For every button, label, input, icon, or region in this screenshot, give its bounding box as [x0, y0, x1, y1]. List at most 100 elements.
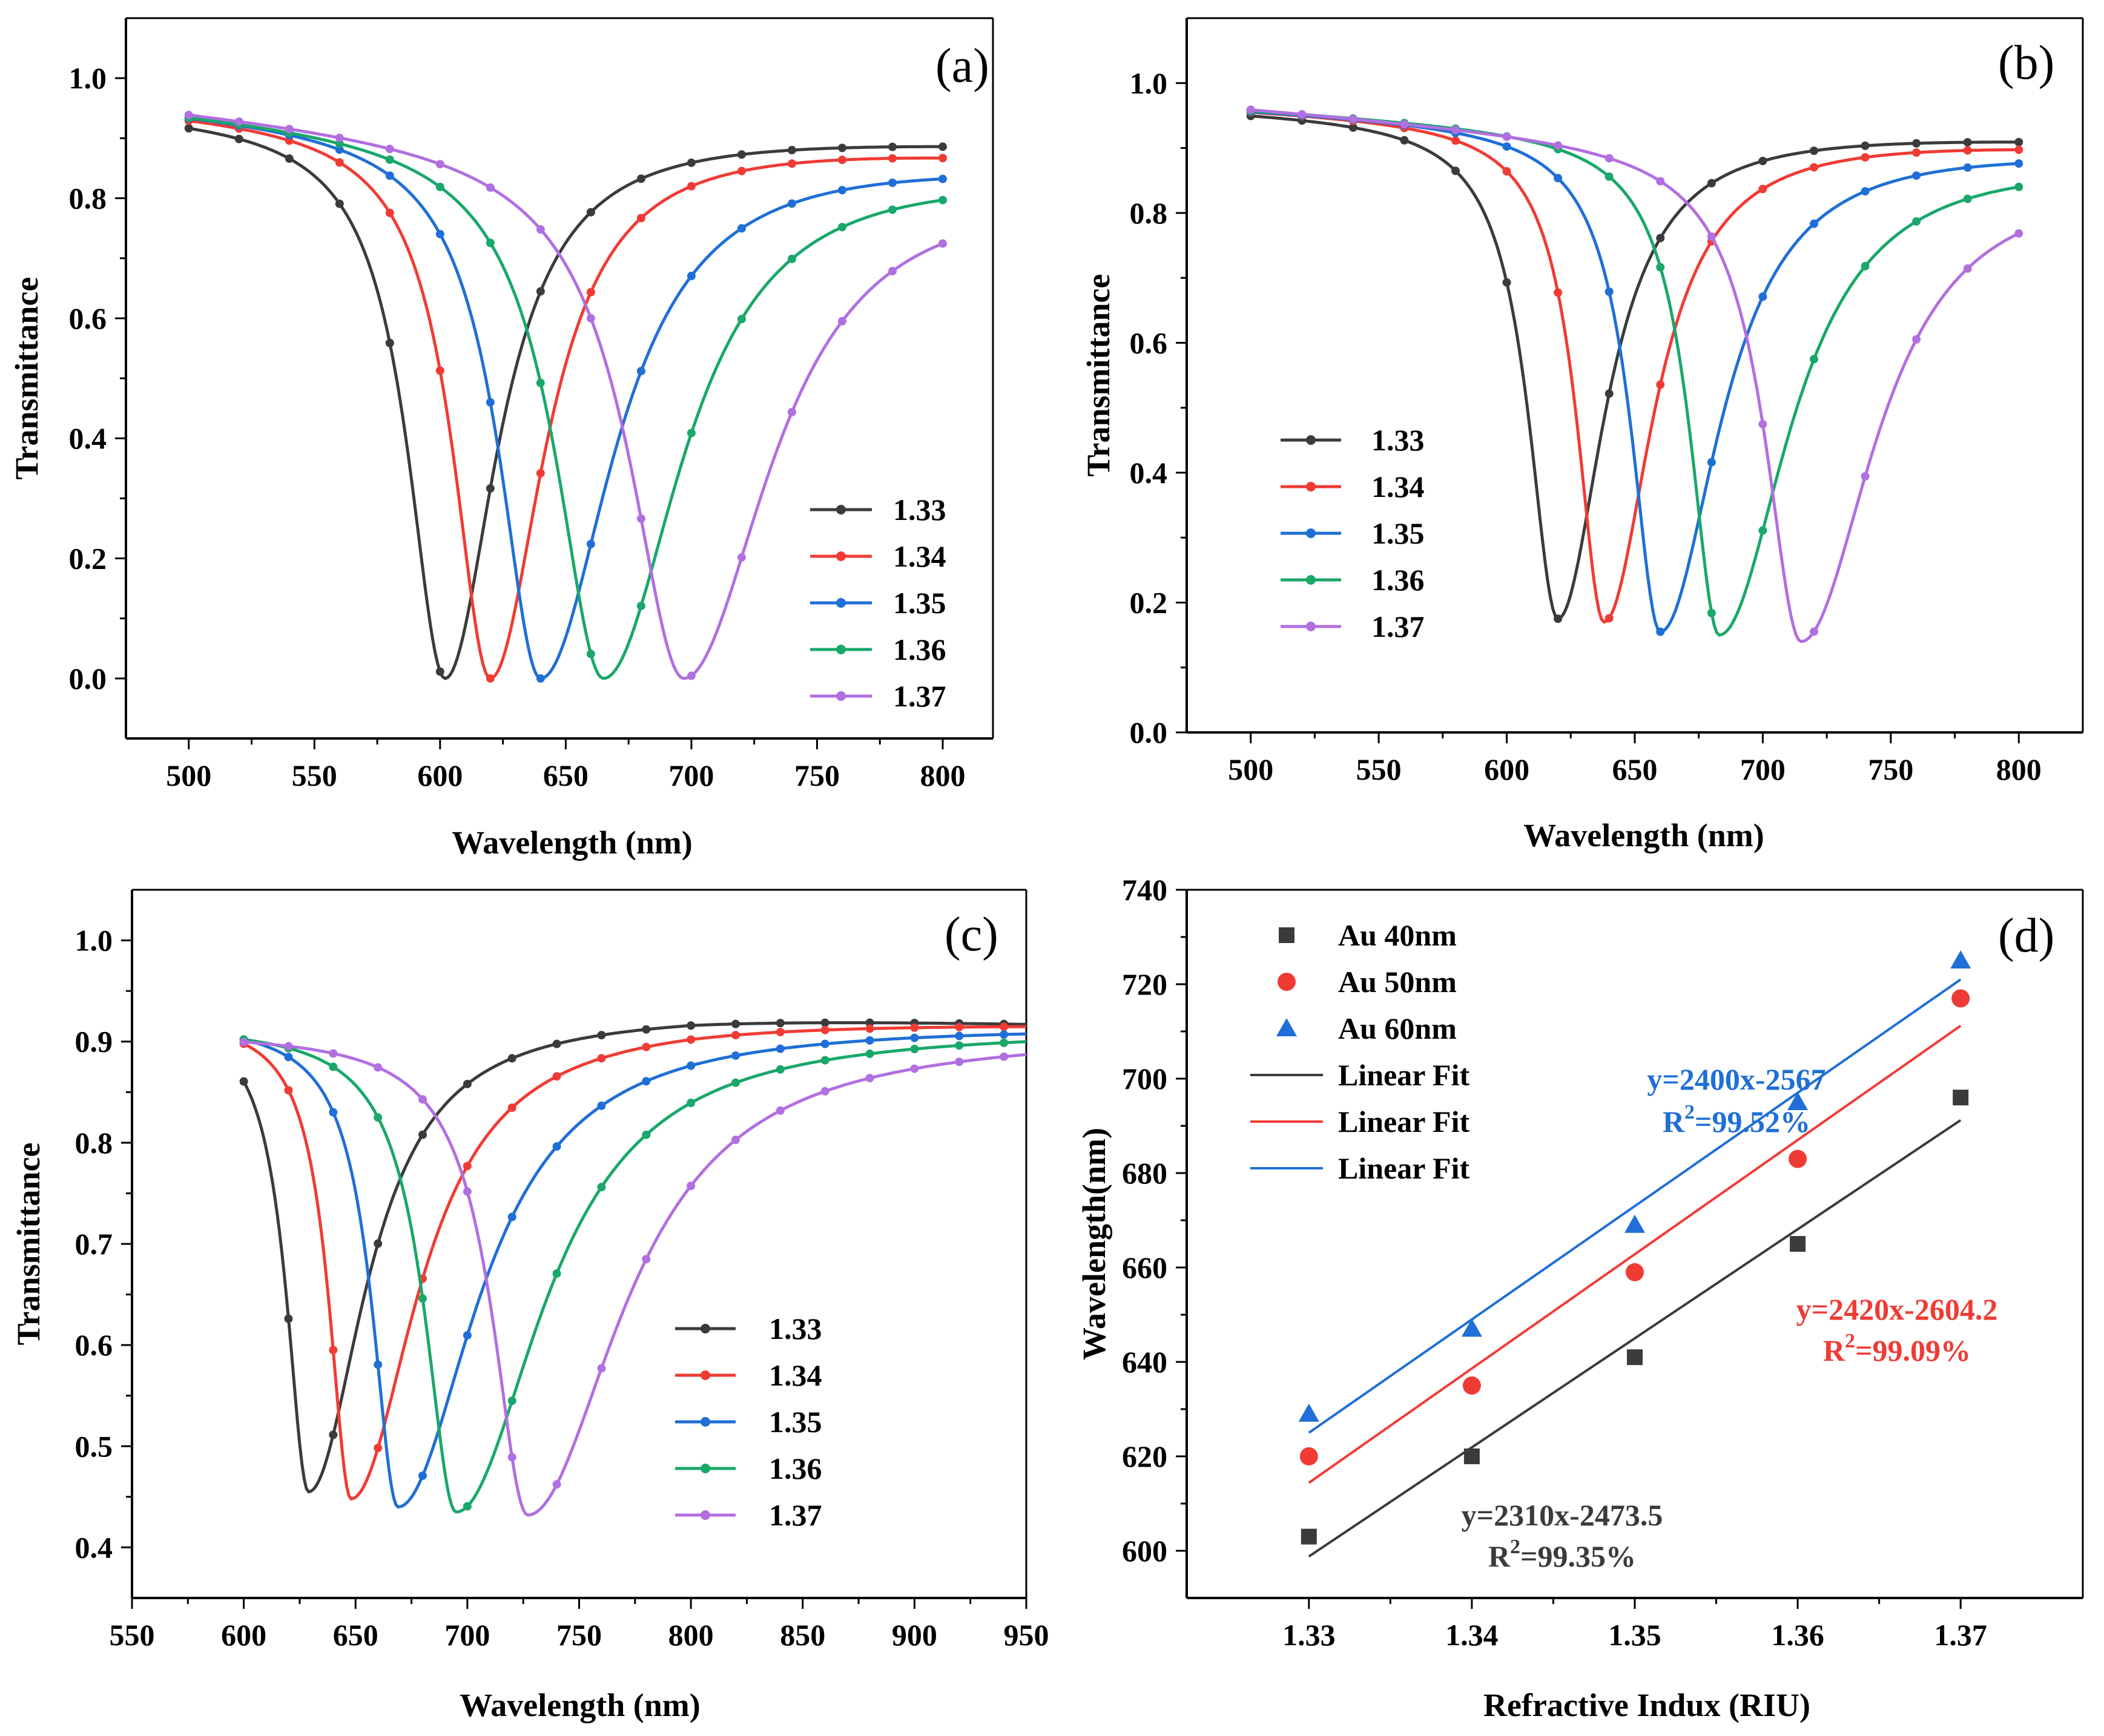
- panel-c-series-point-1-34: [329, 1346, 338, 1355]
- panel-c-series-point-1-37: [910, 1064, 919, 1073]
- data-point-au-60nm: [1624, 1214, 1645, 1233]
- panel-b-legend-marker-1-36: [1306, 575, 1316, 585]
- panel-d-legend-label-au-40nm: Au 40nm: [1338, 918, 1457, 952]
- panel-a-series-point-1-34: [335, 158, 344, 167]
- data-point-au-40nm: [1790, 1236, 1806, 1252]
- panel-c-series-point-1-35: [463, 1331, 472, 1340]
- panel-a-series-point-1-35: [687, 271, 696, 280]
- panel-a-series-point-1-34: [687, 182, 696, 191]
- panel-c-series-point-1-34: [642, 1042, 651, 1051]
- panel-a-series-point-1-35: [787, 199, 796, 208]
- panel-c-series-point-1-35: [507, 1212, 516, 1221]
- panel-c-series-point-1-34: [865, 1024, 874, 1033]
- panel-a-series-point-1-33: [184, 124, 193, 133]
- panel-a-series-point-1-36: [486, 238, 495, 248]
- panel-c-series-point-1-33: [329, 1430, 338, 1439]
- panel-a-series-point-1-36: [435, 182, 444, 191]
- panel-c-y-tick-label: 0.5: [75, 1429, 113, 1463]
- panel-a-series-point-1-37: [687, 671, 696, 680]
- panel-c-series-point-1-34: [597, 1054, 606, 1063]
- panel-c-x-tick-label: 750: [556, 1618, 602, 1652]
- r2-value: =99.52%: [1695, 1105, 1810, 1139]
- panel-a-series-point-1-33: [636, 174, 645, 183]
- panel-b-series-point-1-33: [1963, 138, 1972, 147]
- panel-a-series-point-1-36: [687, 429, 696, 438]
- panel-c-series-point-1-35: [374, 1360, 383, 1369]
- data-point-au-40nm: [1463, 1448, 1480, 1464]
- panel-b-legend-label-1-35: 1.35: [1371, 516, 1425, 550]
- panel-a-series-point-1-36: [536, 378, 545, 387]
- panel-c-series-point-1-34: [910, 1023, 919, 1032]
- panel-a-series-point-1-37: [737, 553, 746, 562]
- panel-c-series-point-1-35: [552, 1142, 561, 1151]
- panel-b-y-tick-label: 0.4: [1130, 456, 1168, 490]
- panel-c-y-tick-label: 0.7: [75, 1227, 113, 1261]
- panel-b-series-point-1-33: [1707, 179, 1716, 188]
- panel-b-x-tick-label: 600: [1484, 752, 1529, 786]
- panel-a-series-point-1-37: [435, 160, 444, 169]
- panel-c-x-tick-label: 700: [444, 1618, 490, 1652]
- panel-c-series-point-1-37: [687, 1182, 696, 1191]
- panel-c-series-point-1-33: [820, 1018, 829, 1027]
- panel-b-series-point-1-34: [2014, 145, 2023, 154]
- panel-a-series-point-1-35: [335, 145, 344, 154]
- panel-c-y-tick-label: 0.8: [75, 1126, 113, 1160]
- panel-b-series-point-1-37: [1758, 419, 1767, 429]
- panel-d-plot: 1.33 1.34 1.35 1.36 1.37 600 620 640 660 680 700 72…: [1122, 873, 2084, 1652]
- fit-line-au-50nm: [1308, 1025, 1962, 1484]
- panel-a-series-point-1-36: [938, 196, 947, 205]
- panel-b-series-point-1-35: [1502, 142, 1511, 151]
- panel-a-x-tick-label: 700: [668, 758, 714, 792]
- r2-prefix: R: [1663, 1105, 1685, 1139]
- panel-b-series-line-1-34: [1250, 111, 2019, 624]
- panel-b-series-point-1-33: [1861, 141, 1870, 150]
- panel-b-series-point-1-33: [1451, 166, 1460, 176]
- panel-d-y-tick-label: 660: [1122, 1251, 1167, 1284]
- panel-a-series-point-1-33: [385, 338, 394, 347]
- panel-c-series-point-1-36: [374, 1113, 383, 1122]
- panel-a-series-point-1-36: [888, 205, 897, 214]
- fit-equation-au-40nm: y=2310x-2473.5: [1462, 1498, 1663, 1532]
- panel-c-label: (c): [945, 908, 998, 961]
- panel-b-series-point-1-33: [1604, 389, 1614, 398]
- panel-c-series-point-1-34: [374, 1444, 383, 1453]
- panel-c-x-tick-label: 600: [221, 1618, 266, 1652]
- r2-superscript: 2: [1845, 1330, 1855, 1352]
- panel-c: 550 600 650 700 750 800 850 900 950 0.4 0.5 0.6 0.7 0…: [10, 889, 1049, 1723]
- panel-d-y-tick-label: 640: [1122, 1345, 1167, 1379]
- panel-b-series-point-1-35: [1656, 627, 1665, 636]
- panel-b-series-point-1-34: [1861, 153, 1870, 162]
- fit-r2-au-40nm: R2=99.35%: [1488, 1536, 1636, 1573]
- panel-a-series-point-1-34: [737, 166, 746, 176]
- panel-a-series-point-1-37: [335, 133, 344, 142]
- panel-c-series-point-1-35: [418, 1471, 427, 1480]
- panel-a-series-point-1-33: [737, 150, 746, 159]
- panel-a-y-axis-title: Transmittance: [8, 277, 45, 480]
- panel-b-series-point-1-37: [1554, 141, 1563, 150]
- panel-b-plot: 500 550 600 650 700 750 800 0.0 0.2 0.4 0.6 0.8 1.0: [1130, 17, 2084, 786]
- panel-b-series-point-1-37: [1246, 105, 1255, 114]
- panel-b-series-line-1-36: [1250, 109, 2019, 637]
- panel-b-series-point-1-34: [1810, 163, 1818, 172]
- panel-a-series-line-1-35: [188, 117, 943, 680]
- panel-b-x-tick-label: 750: [1868, 752, 1913, 786]
- panel-b-y-tick-label: 0.0: [1130, 715, 1168, 749]
- panel-a-series-point-1-33: [586, 208, 595, 217]
- data-point-au-60nm: [1950, 950, 1971, 968]
- panel-b-series-line-1-37: [1250, 108, 2020, 643]
- panel-a-series-point-1-36: [837, 223, 846, 232]
- panel-b-y-tick-label: 0.2: [1130, 585, 1168, 619]
- panel-a-legend-label-1-35: 1.35: [893, 586, 946, 620]
- panel-a-series-line-1-34: [188, 119, 943, 680]
- panel-b-series-point-1-37: [1604, 154, 1614, 163]
- panel-a-legend-marker-1-33: [836, 505, 846, 515]
- panel-c-series-point-1-33: [642, 1025, 651, 1034]
- panel-a-x-tick-label: 800: [920, 758, 965, 792]
- panel-c-series-point-1-37: [507, 1453, 516, 1462]
- panel-c-series-point-1-34: [731, 1031, 740, 1040]
- panel-d-y-axis-title: Wavelength(nm): [1076, 1128, 1112, 1360]
- panel-c-series-point-1-33: [865, 1018, 874, 1027]
- panel-c-series-point-1-35: [642, 1077, 651, 1086]
- panel-c-series-point-1-36: [865, 1049, 874, 1058]
- panel-b-x-axis-title: Wavelength (nm): [1523, 817, 1764, 853]
